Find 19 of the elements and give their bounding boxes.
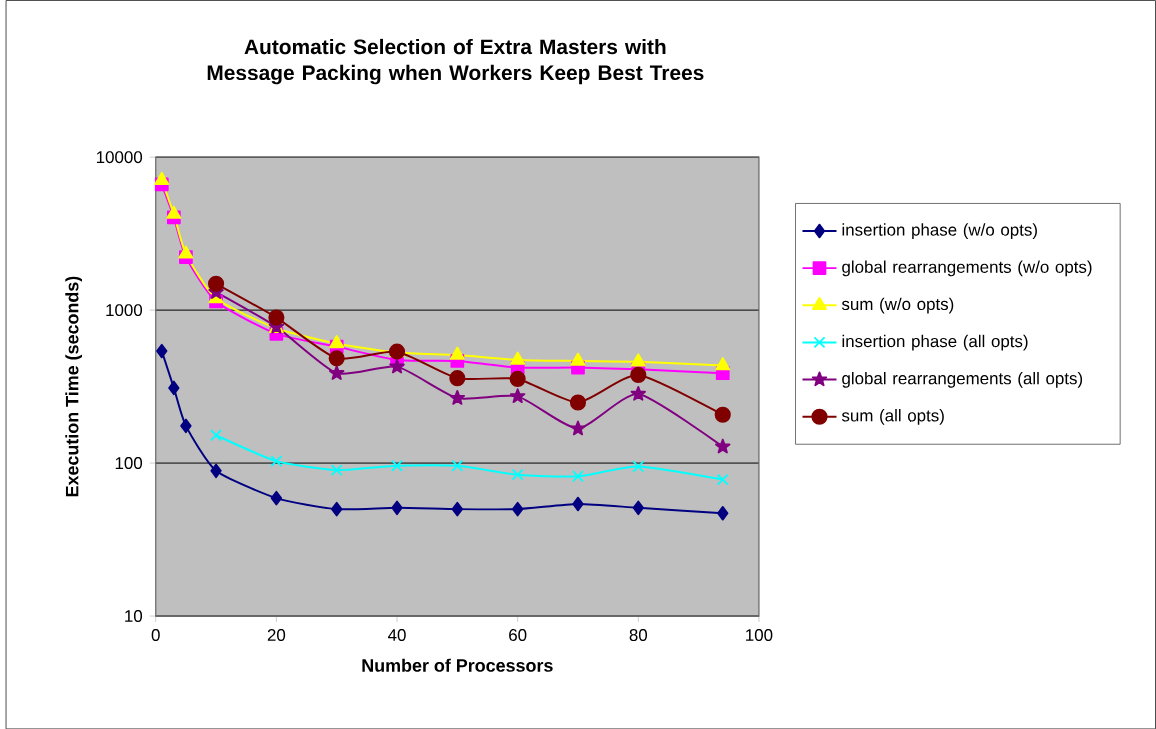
x-tick-label: 0 bbox=[151, 628, 160, 641]
y-tick-label: 100 bbox=[115, 456, 143, 469]
x-tick-label: 60 bbox=[509, 628, 527, 641]
x-axis-title: Number of Processors bbox=[362, 658, 553, 672]
legend-label: sum (all opts) bbox=[841, 408, 944, 425]
y-tick-label: 10000 bbox=[96, 150, 143, 163]
x-tick-label: 40 bbox=[387, 628, 406, 641]
legend-label: insertion phase (all opts) bbox=[842, 334, 1028, 351]
y-tick-label: 1000 bbox=[106, 303, 143, 316]
chart-title: Automatic Selection of Extra Masters with Message Packing when Workers Keep Best Trees bbox=[207, 38, 704, 85]
legend-label: insertion phase (w/o opts) bbox=[842, 223, 1037, 239]
x-tick-label: 80 bbox=[629, 628, 648, 641]
y-tick-label: 10 bbox=[125, 609, 143, 622]
y-axis-title: Execution Time (seconds) bbox=[65, 276, 83, 497]
legend-label: global rearrangements (all opts) bbox=[842, 371, 1083, 388]
x-tick-label: 20 bbox=[267, 628, 286, 641]
x-tick-label: 100 bbox=[746, 628, 773, 641]
legend-label: sum (w/o opts) bbox=[841, 297, 954, 314]
legend-label: global rearrangements (w/o opts) bbox=[842, 260, 1092, 277]
